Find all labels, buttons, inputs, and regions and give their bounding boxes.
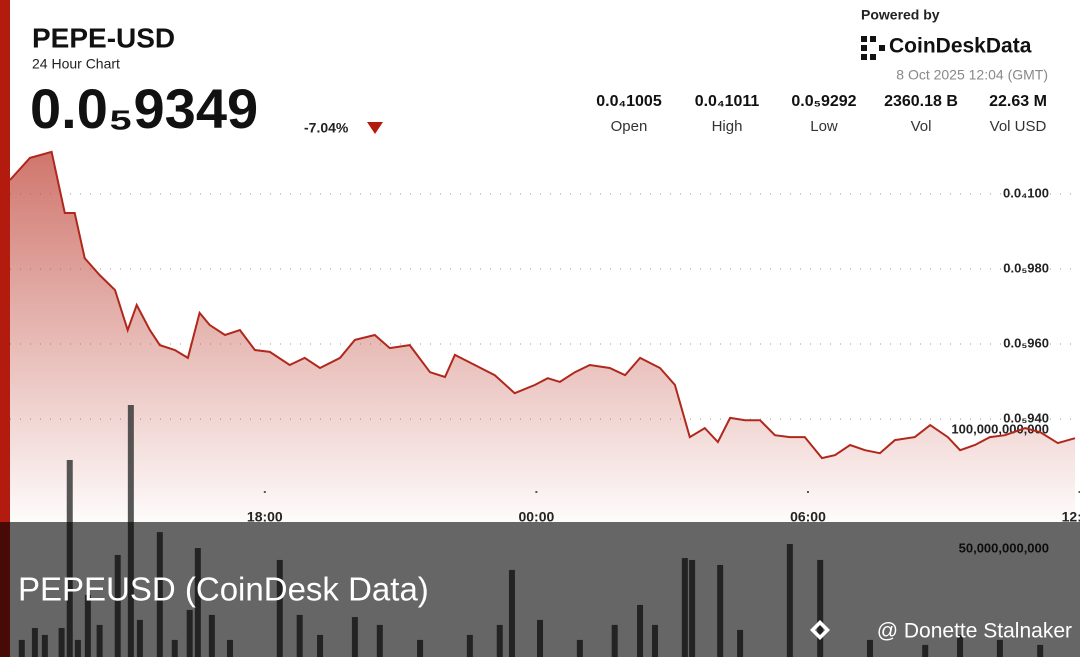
- y-tick-label: 0.0₅960: [1003, 335, 1049, 350]
- stat-label: Open: [611, 118, 648, 135]
- credit: @ Donette Stalnaker: [877, 620, 1072, 643]
- credit-icon: [810, 620, 830, 640]
- y-tick-label: 0.0₅940: [1003, 411, 1049, 426]
- stat-value: 0.0₄1011: [695, 93, 760, 110]
- y-tick-label: 0.0₄100: [1003, 185, 1049, 200]
- stat-label: High: [712, 118, 743, 135]
- accent-bar: [0, 0, 10, 657]
- stats: 0.0₄1005 Open 0.0₄1011 High 0.0₅9292 Low 2360.…: [596, 93, 1047, 135]
- brand: CoinDeskData: [889, 35, 1032, 58]
- stat-label: Low: [810, 118, 838, 135]
- stat-value: 22.63 M: [989, 93, 1047, 110]
- stat-value: 2360.18 B: [884, 93, 958, 110]
- chart-title: PEPE-USD: [32, 22, 175, 53]
- stat-label: Vol: [911, 118, 932, 135]
- stat-label: Vol USD: [990, 118, 1047, 135]
- down-arrow: [367, 122, 383, 134]
- stat-value: 0.0₅9292: [791, 93, 856, 110]
- volume-tick-label: 100,000,000,000: [951, 421, 1049, 436]
- price: 0.0₅9349: [30, 77, 258, 140]
- price-line: [9, 150, 1076, 460]
- caption: PEPEUSD (CoinDesk Data): [18, 571, 429, 608]
- y-tick-label: 0.0₅980: [1003, 260, 1049, 275]
- change: -7.04%: [304, 120, 349, 136]
- stat-value: 0.0₄1005: [596, 93, 662, 110]
- subtitle: 24 Hour Chart: [32, 56, 120, 72]
- timestamp: 8 Oct 2025 12:04 (GMT): [896, 67, 1048, 83]
- price-area: [10, 151, 1076, 522]
- caption-band: [0, 522, 1080, 657]
- powered-by: Powered by: [861, 7, 940, 23]
- logo-icon: [861, 36, 885, 60]
